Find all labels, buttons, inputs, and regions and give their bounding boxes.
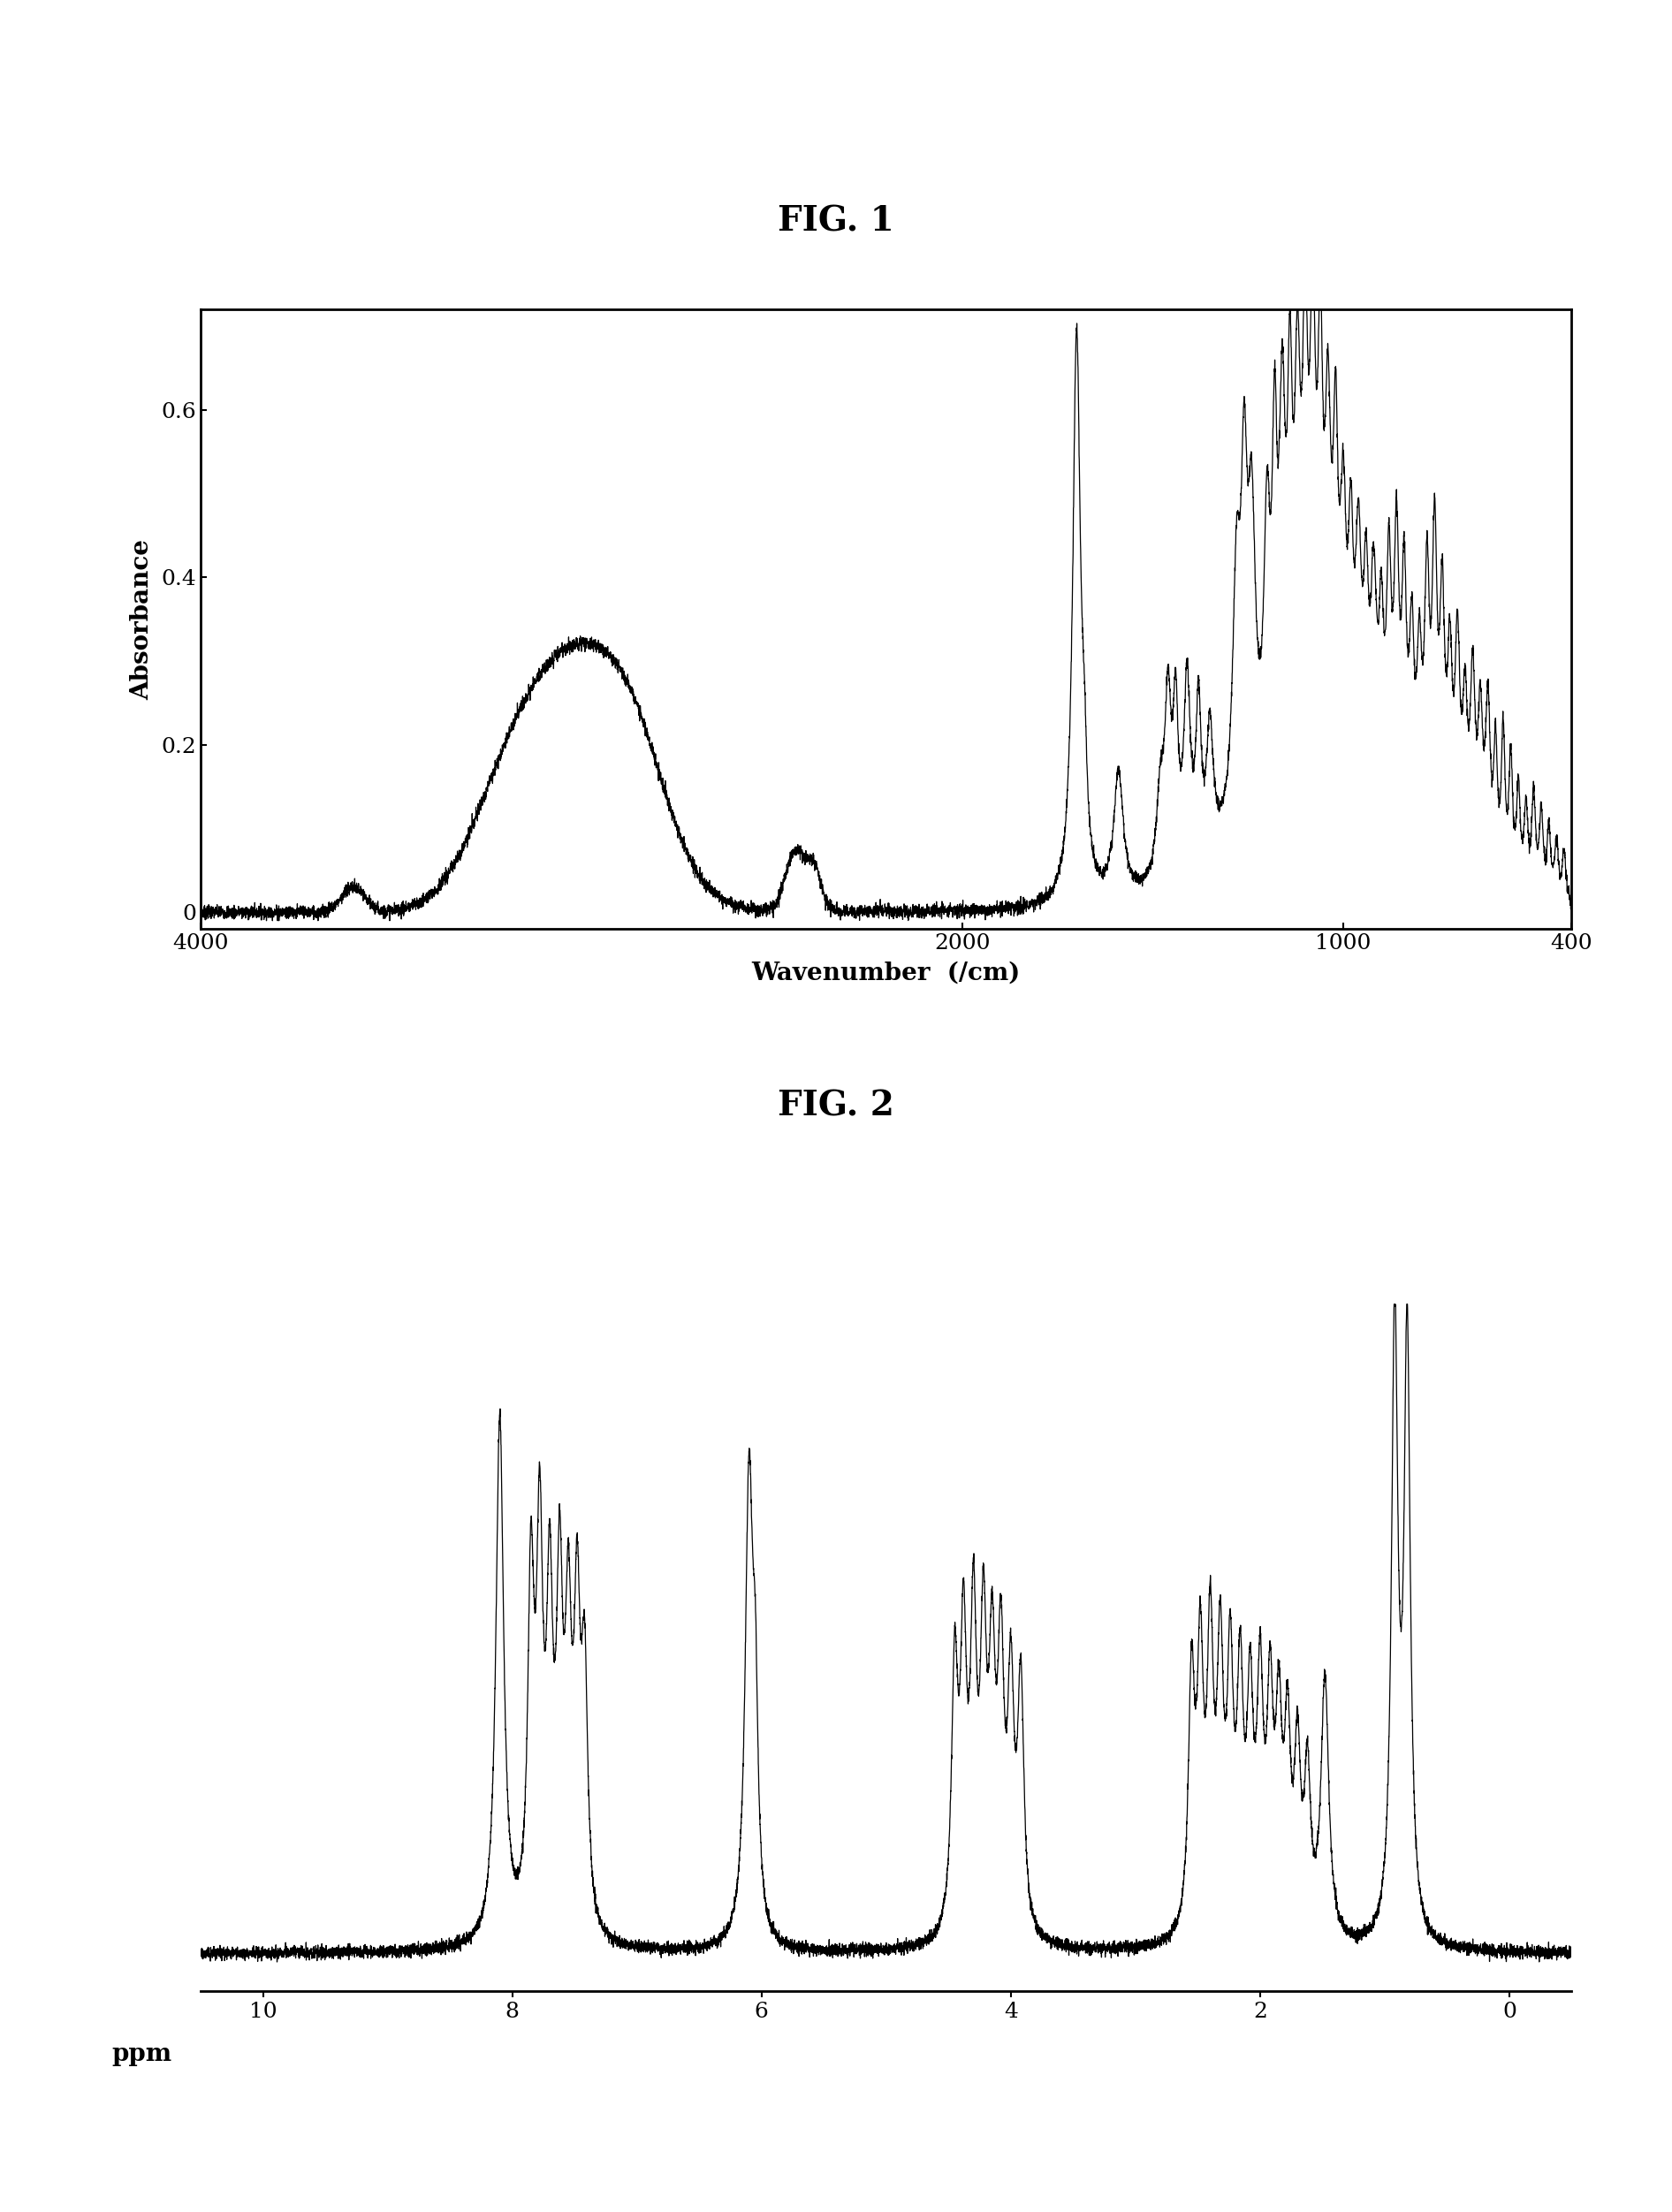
X-axis label: Wavenumber  (/cm): Wavenumber (/cm) xyxy=(752,960,1020,984)
Y-axis label: Absorbance: Absorbance xyxy=(130,540,154,699)
Text: ppm: ppm xyxy=(112,2042,172,2066)
Text: FIG. 2: FIG. 2 xyxy=(777,1088,895,1124)
Text: FIG. 1: FIG. 1 xyxy=(777,204,895,239)
